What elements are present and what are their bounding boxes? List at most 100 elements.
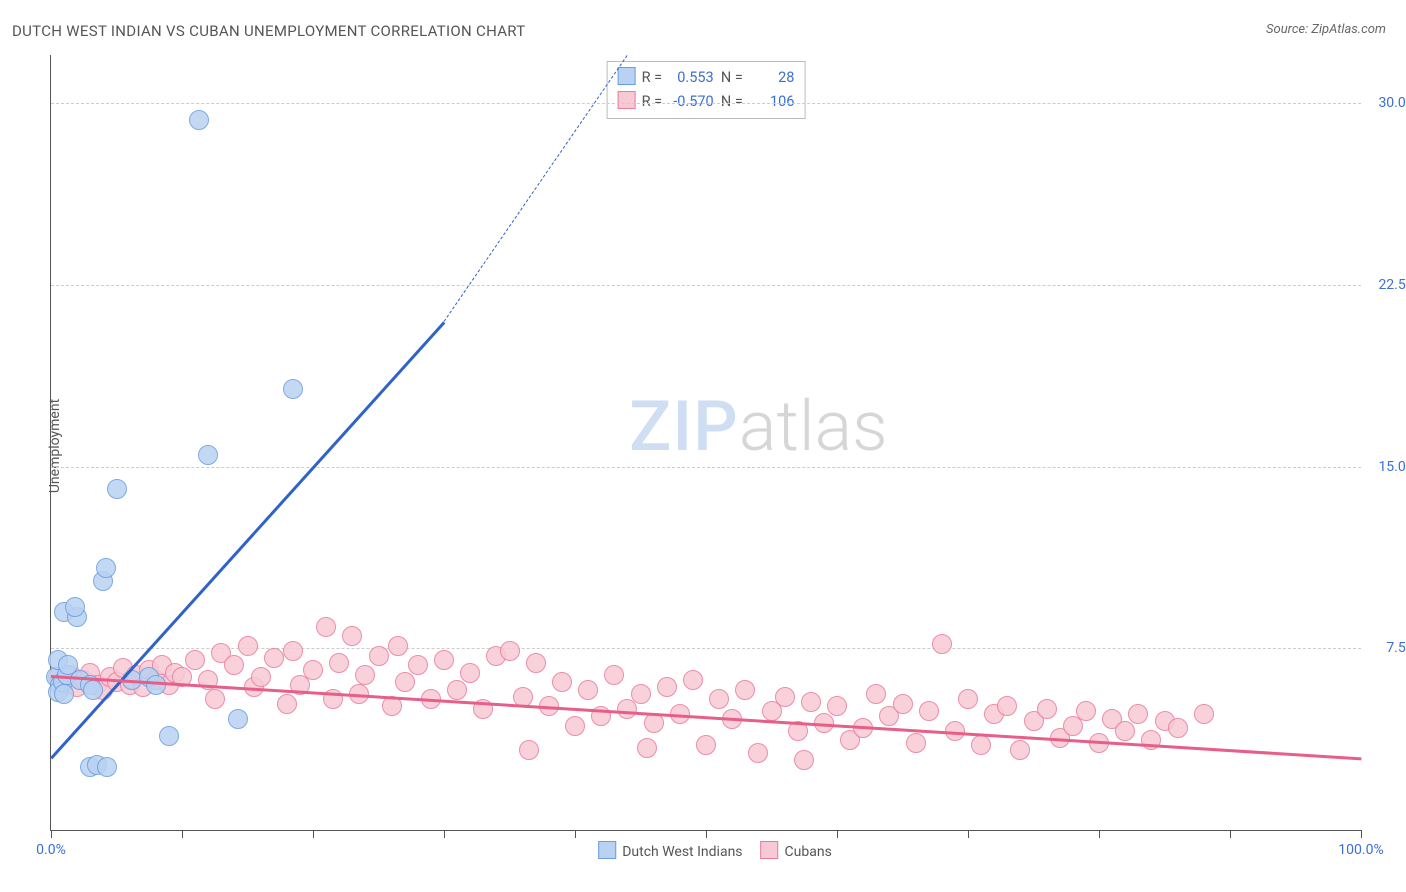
data-point bbox=[224, 655, 244, 675]
data-point bbox=[604, 665, 624, 685]
data-point bbox=[205, 689, 225, 709]
data-point bbox=[460, 663, 480, 683]
data-point bbox=[801, 692, 821, 712]
data-point bbox=[342, 626, 362, 646]
data-point bbox=[919, 701, 939, 721]
x-tick-label: 0.0% bbox=[36, 842, 66, 858]
data-point bbox=[631, 684, 651, 704]
data-point bbox=[906, 733, 926, 753]
x-tick bbox=[182, 830, 183, 838]
legend-stat-row: R = 0.553 N = 28 bbox=[618, 66, 795, 90]
data-point bbox=[198, 445, 218, 465]
x-tick bbox=[1230, 830, 1231, 838]
x-tick bbox=[837, 830, 838, 838]
data-point bbox=[264, 648, 284, 668]
data-point bbox=[185, 650, 205, 670]
data-point bbox=[65, 597, 85, 617]
data-point bbox=[159, 726, 179, 746]
data-point bbox=[794, 750, 814, 770]
data-point bbox=[1168, 718, 1188, 738]
data-point bbox=[283, 641, 303, 661]
watermark: ZIPatlas bbox=[629, 386, 888, 468]
data-point bbox=[1141, 730, 1161, 750]
data-point bbox=[866, 684, 886, 704]
x-tick-label: 100.0% bbox=[1338, 842, 1383, 858]
data-point bbox=[1115, 721, 1135, 741]
data-point bbox=[1128, 704, 1148, 724]
data-point bbox=[54, 684, 74, 704]
data-point bbox=[696, 735, 716, 755]
watermark-zip: ZIP bbox=[629, 386, 739, 468]
data-point bbox=[657, 677, 677, 697]
correlation-legend: R = 0.553 N = 28R = -0.570 N = 106 bbox=[607, 61, 806, 119]
data-point bbox=[1076, 701, 1096, 721]
data-point bbox=[97, 757, 117, 777]
data-point bbox=[251, 667, 271, 687]
data-point bbox=[107, 479, 127, 499]
data-point bbox=[893, 694, 913, 714]
data-point bbox=[775, 687, 795, 707]
legend-stat-row: R = -0.570 N = 106 bbox=[618, 90, 795, 114]
data-point bbox=[683, 670, 703, 690]
data-point bbox=[565, 716, 585, 736]
x-tick bbox=[51, 830, 52, 838]
data-point bbox=[388, 636, 408, 656]
x-tick bbox=[1099, 830, 1100, 838]
data-point bbox=[526, 653, 546, 673]
x-tick bbox=[444, 830, 445, 838]
data-point bbox=[355, 665, 375, 685]
data-point bbox=[434, 650, 454, 670]
data-point bbox=[228, 709, 248, 729]
y-tick-label: 7.5% bbox=[1386, 640, 1406, 656]
data-point bbox=[552, 672, 572, 692]
data-point bbox=[316, 617, 336, 637]
watermark-atlas: atlas bbox=[739, 386, 888, 468]
data-point bbox=[146, 675, 166, 695]
data-point bbox=[519, 740, 539, 760]
gridline bbox=[51, 103, 1361, 104]
data-point bbox=[277, 694, 297, 714]
data-point bbox=[709, 689, 729, 709]
data-point bbox=[447, 680, 467, 700]
data-point bbox=[96, 558, 116, 578]
source-attribution: Source: ZipAtlas.com bbox=[1266, 22, 1386, 37]
data-point bbox=[500, 641, 520, 661]
series-legend: Dutch West IndiansCubans bbox=[580, 841, 832, 860]
data-point bbox=[83, 680, 103, 700]
x-tick bbox=[968, 830, 969, 838]
data-point bbox=[283, 379, 303, 399]
data-point bbox=[408, 655, 428, 675]
data-point bbox=[735, 680, 755, 700]
data-point bbox=[382, 696, 402, 716]
gridline bbox=[51, 285, 1361, 286]
plot-area: ZIPatlas R = 0.553 N = 28R = -0.570 N = … bbox=[50, 55, 1361, 831]
data-point bbox=[748, 743, 768, 763]
data-point bbox=[971, 735, 991, 755]
data-point bbox=[1010, 740, 1030, 760]
data-point bbox=[369, 646, 389, 666]
data-point bbox=[303, 660, 323, 680]
data-point bbox=[932, 634, 952, 654]
trend-line bbox=[444, 55, 628, 322]
chart-container: DUTCH WEST INDIAN VS CUBAN UNEMPLOYMENT … bbox=[0, 0, 1406, 892]
data-point bbox=[637, 738, 657, 758]
x-tick bbox=[313, 830, 314, 838]
data-point bbox=[329, 653, 349, 673]
data-point bbox=[1037, 699, 1057, 719]
data-point bbox=[238, 636, 258, 656]
data-point bbox=[997, 696, 1017, 716]
data-point bbox=[395, 672, 415, 692]
data-point bbox=[644, 713, 664, 733]
x-tick bbox=[706, 830, 707, 838]
y-tick-label: 15.0% bbox=[1378, 459, 1406, 475]
data-point bbox=[1194, 704, 1214, 724]
gridline bbox=[51, 467, 1361, 468]
y-tick-label: 30.0% bbox=[1378, 95, 1406, 111]
x-tick bbox=[1361, 830, 1362, 838]
data-point bbox=[189, 110, 209, 130]
chart-title: DUTCH WEST INDIAN VS CUBAN UNEMPLOYMENT … bbox=[12, 22, 526, 40]
x-tick bbox=[575, 830, 576, 838]
y-tick-label: 22.5% bbox=[1378, 277, 1406, 293]
data-point bbox=[578, 680, 598, 700]
data-point bbox=[958, 689, 978, 709]
